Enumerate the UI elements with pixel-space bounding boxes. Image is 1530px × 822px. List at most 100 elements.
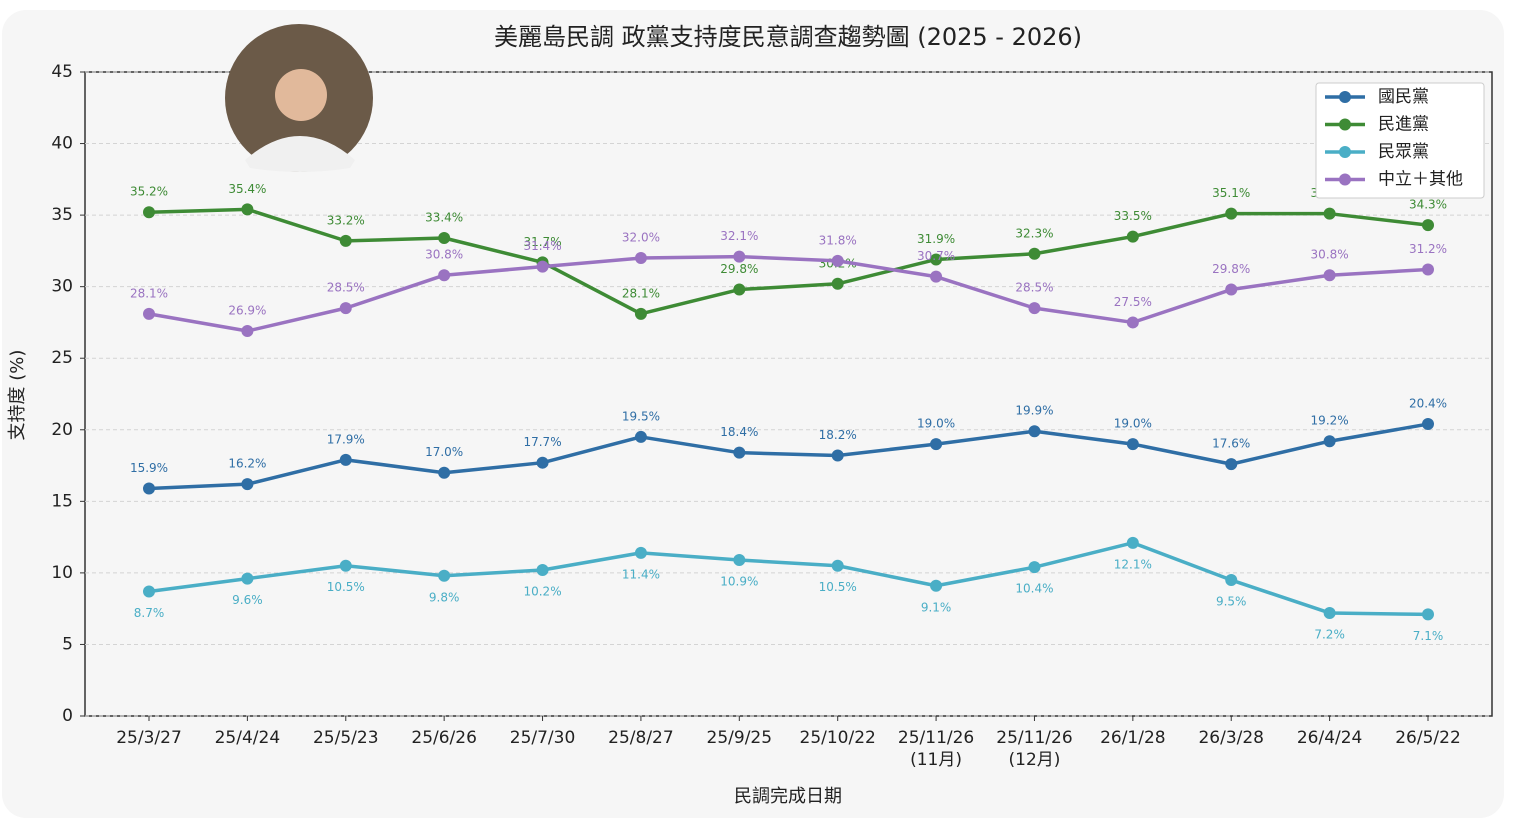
x-tick-label: 25/4/24 [215, 728, 281, 748]
data-point [1422, 219, 1434, 232]
legend-label: 民進黨 [1378, 115, 1429, 135]
data-point [1225, 283, 1238, 296]
value-label: 32.0% [622, 231, 660, 245]
data-point [831, 449, 844, 462]
data-point [1028, 247, 1041, 260]
chart-title: 美麗島民調 政黨支持度民意調查趨勢圖 (2025 - 2026) [494, 23, 1082, 51]
value-label: 7.1% [1413, 629, 1444, 643]
x-tick-label: 26/4/24 [1297, 728, 1363, 748]
y-tick-label: 5 [62, 634, 73, 654]
y-axis-label: 支持度 (%) [7, 350, 28, 441]
data-point [1126, 438, 1139, 451]
value-label: 28.5% [1015, 281, 1053, 295]
data-point [241, 572, 254, 585]
value-label: 10.5% [819, 580, 857, 594]
value-label: 28.1% [622, 286, 660, 300]
legend-marker [1339, 91, 1351, 103]
value-label: 32.1% [720, 229, 758, 243]
data-point [634, 307, 647, 320]
series-line [148, 207, 1429, 316]
data-point [1323, 435, 1336, 448]
card [2, 10, 1504, 818]
x-tick-label: 26/5/22 [1395, 728, 1461, 748]
data-point [1126, 316, 1139, 329]
legend-box [1315, 82, 1485, 199]
value-label: 33.4% [425, 211, 463, 225]
data-point [634, 546, 647, 559]
value-label: 33.2% [327, 213, 365, 227]
legend-marker [1339, 173, 1351, 186]
data-point [930, 438, 943, 451]
data-point [831, 254, 844, 267]
value-label: 31.9% [917, 232, 955, 246]
value-label: 19.0% [1114, 417, 1152, 431]
data-point [241, 203, 254, 216]
value-label: 35.4% [228, 182, 266, 196]
x-tick-label: 25/10/22 [800, 728, 876, 748]
legend-label: 民眾黨 [1378, 142, 1429, 162]
value-label: 19.2% [1311, 414, 1349, 428]
data-point [143, 482, 155, 495]
data-point [143, 307, 155, 320]
x-tick-label: 26/3/28 [1198, 728, 1264, 748]
value-label: 9.1% [921, 600, 952, 614]
value-label: 30.7% [917, 249, 955, 263]
y-tick-label: 40 [51, 134, 73, 154]
value-label: 30.8% [425, 248, 463, 262]
data-point [536, 456, 549, 469]
y-tick-label: 0 [62, 706, 73, 726]
value-label: 33.5% [1114, 209, 1152, 223]
data-point [634, 252, 647, 265]
value-label: 10.5% [327, 580, 365, 594]
data-point [930, 270, 943, 283]
data-point [1422, 263, 1434, 276]
value-label: 34.3% [1409, 198, 1447, 212]
data-point [339, 234, 352, 247]
value-label: 8.7% [134, 606, 165, 620]
value-label: 12.1% [1114, 557, 1152, 571]
value-label: 19.5% [622, 409, 660, 423]
value-label: 20.4% [1409, 397, 1447, 411]
data-point [1323, 207, 1336, 220]
y-tick-label: 20 [51, 420, 73, 440]
x-tick-label: 26/1/28 [1100, 728, 1166, 748]
data-point [241, 478, 254, 491]
data-point [930, 579, 943, 592]
data-point [143, 206, 155, 219]
legend-label: 中立＋其他 [1378, 170, 1463, 190]
data-point [634, 430, 647, 443]
value-label: 19.0% [917, 417, 955, 431]
value-label: 31.4% [523, 239, 561, 253]
y-tick-label: 35 [51, 205, 73, 225]
series-line [148, 422, 1429, 491]
data-point [831, 277, 844, 290]
data-point [1422, 418, 1434, 431]
data-point [438, 232, 451, 245]
x-tick-label: 25/3/27 [116, 728, 182, 748]
data-point [1126, 230, 1139, 243]
value-label: 18.4% [720, 425, 758, 439]
x-axis-label: 民調完成日期 [734, 786, 842, 807]
data-point [1028, 302, 1041, 315]
value-label: 19.9% [1015, 404, 1053, 418]
data-point [733, 283, 746, 296]
x-tick-label: 25/11/26 (12月) [996, 728, 1072, 770]
data-point [339, 302, 352, 315]
value-label: 7.2% [1314, 627, 1345, 641]
value-label: 28.5% [327, 281, 365, 295]
value-label: 35.2% [130, 185, 168, 199]
plot: 0 5 10 15 20 25 30 35 40 45 25/3/27 25/4/24 25/5/23 2… [51, 62, 1492, 770]
value-label: 11.4% [622, 567, 660, 581]
data-point [143, 585, 155, 598]
data-point [438, 569, 451, 582]
data-point [438, 269, 451, 282]
value-label: 31.8% [819, 233, 857, 247]
value-label: 17.9% [327, 432, 365, 446]
y-tick-label: 10 [51, 563, 73, 583]
value-label: 27.5% [1114, 295, 1152, 309]
data-point [831, 559, 844, 572]
x-tick-label: 25/8/27 [608, 728, 674, 748]
value-label: 17.6% [1212, 437, 1250, 451]
